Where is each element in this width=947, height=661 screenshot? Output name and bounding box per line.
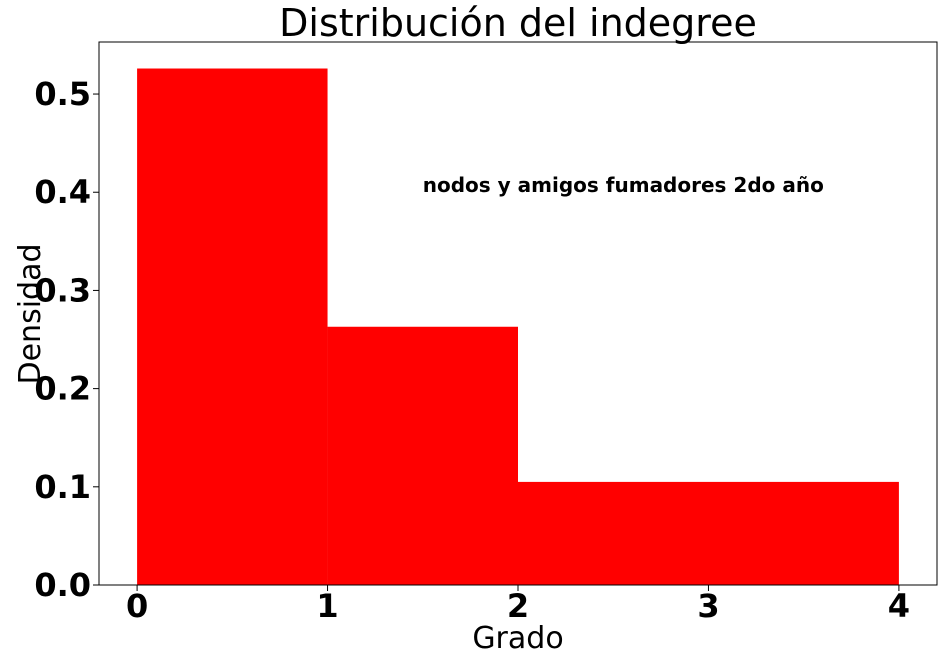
x-tick-label: 1 <box>316 587 338 625</box>
chart-annotation: nodos y amigos fumadores 2do año <box>423 173 824 197</box>
y-tick-label: 0.0 <box>34 566 91 604</box>
bars-group <box>137 68 899 585</box>
histogram-bar-1 <box>327 326 518 585</box>
x-tick-label: 3 <box>697 587 719 625</box>
x-tick-label: 4 <box>888 587 910 625</box>
y-axis-ticks: 0.0 0.1 0.2 0.3 0.4 0.5 <box>34 75 99 604</box>
chart-title: Distribución del indegree <box>279 1 757 45</box>
y-tick-label: 0.2 <box>34 370 91 408</box>
y-tick-label: 0.3 <box>34 271 91 309</box>
histogram-bar-0 <box>137 68 328 585</box>
y-axis-label: Densidad <box>13 243 48 384</box>
x-axis-ticks: 0 1 2 3 4 <box>126 585 910 625</box>
y-tick-label: 0.1 <box>34 468 91 506</box>
histogram-bar-2 <box>518 481 899 585</box>
x-tick-label: 2 <box>507 587 529 625</box>
x-tick-label: 0 <box>126 587 148 625</box>
y-tick-label: 0.5 <box>34 75 91 113</box>
x-axis-label: Grado <box>472 621 563 656</box>
y-tick-label: 0.4 <box>34 173 91 211</box>
